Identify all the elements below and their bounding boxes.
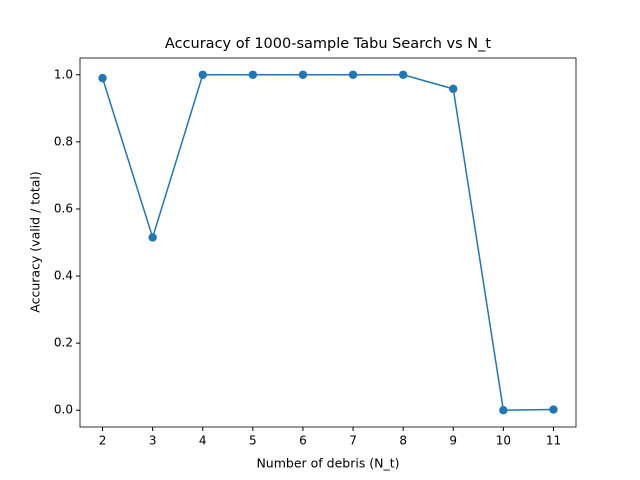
data-point — [248, 70, 258, 79]
y-tick-label: 0.2 — [54, 336, 73, 350]
x-tick-label: 2 — [99, 434, 107, 448]
chart-title: Accuracy of 1000-sample Tabu Search vs N… — [165, 36, 491, 52]
data-point — [148, 233, 157, 242]
axes-frame — [79, 57, 577, 428]
x-tick-label: 9 — [449, 434, 457, 448]
data-point — [549, 405, 558, 414]
y-tick-label: 0.8 — [54, 134, 73, 148]
y-tick-label: 0.0 — [54, 403, 73, 417]
data-point — [198, 70, 207, 79]
x-tick-label: 10 — [496, 434, 511, 448]
x-tick-label: 11 — [546, 434, 561, 448]
data-point — [499, 406, 508, 415]
data-point — [449, 84, 458, 94]
x-tick-label: 8 — [399, 434, 407, 448]
data-line — [101, 74, 554, 411]
x-tick-label: 5 — [249, 434, 257, 448]
x-tick-label: 3 — [149, 434, 157, 448]
y-tick-label: 0.6 — [54, 201, 73, 215]
y-tick-label: 0.4 — [54, 269, 73, 283]
data-point — [298, 70, 308, 79]
data-point — [348, 70, 358, 79]
x-tick-label: 6 — [299, 434, 307, 448]
y-tick-label: 1.0 — [54, 67, 73, 81]
data-point — [98, 73, 107, 83]
data-point — [398, 70, 408, 79]
y-axis-label: Accuracy (valid / total) — [28, 171, 43, 312]
x-tick-label: 7 — [349, 434, 357, 448]
x-axis-label: Number of debris (N_t) — [256, 456, 399, 471]
x-tick-label: 4 — [199, 434, 207, 448]
